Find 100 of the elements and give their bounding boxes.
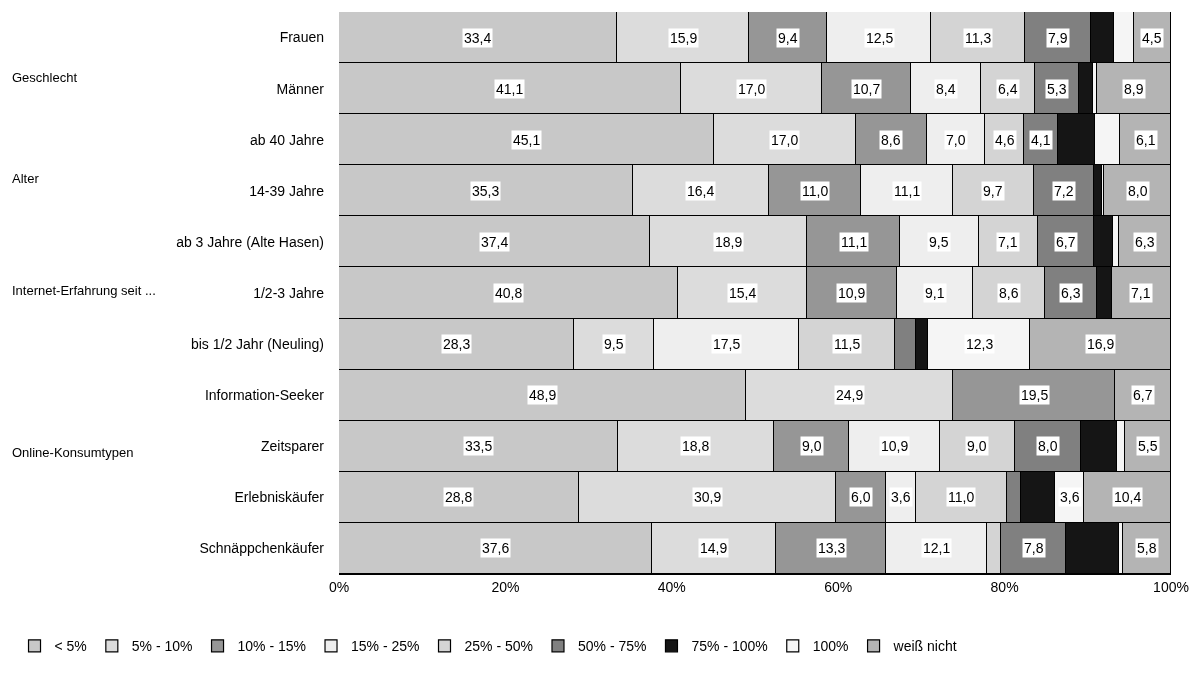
y-tick-label: ab 40 Jahre <box>250 131 325 148</box>
data-label: 12,5 <box>866 30 894 46</box>
data-label: 17,5 <box>713 336 741 352</box>
data-label: 8,9 <box>1124 81 1144 97</box>
data-label: 11,5 <box>834 336 861 352</box>
legend-label: 5% - 10% <box>131 638 193 655</box>
y-tick-label: 1/2-3 Jahre <box>253 284 325 301</box>
text: Alter <box>12 171 40 186</box>
x-tick-label: 20% <box>491 578 520 595</box>
data-label: 40,8 <box>495 285 523 301</box>
data-label: 9,4 <box>778 30 798 46</box>
x-tick-label: 40% <box>657 578 686 595</box>
data-label: 7,9 <box>1048 30 1068 46</box>
data-label: 6,7 <box>1056 234 1076 250</box>
legend-label: 75% - 100% <box>691 638 768 655</box>
data-label: 4,5 <box>1142 30 1162 46</box>
data-label: 41,1 <box>496 81 524 97</box>
data-label: 17,0 <box>771 132 799 148</box>
data-label: 17,0 <box>738 81 766 97</box>
x-tick-label: 80% <box>990 578 1019 595</box>
data-label: 13,3 <box>818 540 846 556</box>
data-label: 10,9 <box>838 285 866 301</box>
data-label: 3,6 <box>891 489 911 505</box>
data-label: 28,8 <box>445 489 473 505</box>
data-label: 9,0 <box>967 438 987 454</box>
data-label: 5,5 <box>1138 438 1158 454</box>
data-label: 4,1 <box>1031 132 1051 148</box>
legend-label: 10% - 15% <box>237 638 307 655</box>
data-label: 16,4 <box>687 183 715 199</box>
data-label: 6,0 <box>851 489 871 505</box>
data-label: 14,9 <box>700 540 728 556</box>
data-label: 19,5 <box>1021 387 1049 403</box>
data-label: 7,1 <box>1131 285 1151 301</box>
y-tick-label: Männer <box>276 80 325 97</box>
data-label: 18,8 <box>682 438 710 454</box>
data-label: 30,9 <box>694 489 722 505</box>
y-tick-label: Frauen <box>279 29 324 46</box>
data-label: 7,1 <box>998 234 1018 250</box>
data-label: 33,5 <box>465 438 493 454</box>
data-label: 6,4 <box>998 81 1018 97</box>
x-tick-label: 60% <box>824 578 853 595</box>
x-tick-label: 0% <box>328 578 350 595</box>
text: Online-Konsumtypen <box>12 445 134 460</box>
data-label: 6,1 <box>1136 132 1156 148</box>
data-label: 9,0 <box>802 438 822 454</box>
legend-label: 15% - 25% <box>351 638 420 655</box>
text: Geschlecht <box>12 70 78 85</box>
data-label: 7,8 <box>1024 540 1044 556</box>
data-label: 15,9 <box>670 30 698 46</box>
data-label: 5,3 <box>1047 81 1067 97</box>
data-label: 15,4 <box>729 285 757 301</box>
data-label: 9,7 <box>983 183 1003 199</box>
data-label: 11,1 <box>894 183 921 199</box>
y-tick-label: Erlebniskäufer <box>234 489 325 506</box>
data-label: 48,9 <box>529 387 557 403</box>
legend-label: < 5% <box>54 638 87 655</box>
y-tick-label: bis 1/2 Jahr (Neuling) <box>190 335 324 352</box>
data-label: 8,0 <box>1128 183 1148 199</box>
legend-label: weiß nicht <box>892 638 957 655</box>
data-label: 11,3 <box>965 30 992 46</box>
data-label: 5,8 <box>1137 540 1157 556</box>
text: Internet-Erfahrung seit ... <box>12 283 156 298</box>
data-label: 10,9 <box>881 438 909 454</box>
data-label: 8,6 <box>999 285 1019 301</box>
data-label: 28,3 <box>443 336 471 352</box>
data-label: 37,4 <box>481 234 509 250</box>
data-label: 3,6 <box>1060 489 1080 505</box>
data-label: 9,5 <box>604 336 624 352</box>
data-label: 7,0 <box>946 132 966 148</box>
legend-label: 25% - 50% <box>464 638 533 655</box>
data-label: 7,2 <box>1054 183 1074 199</box>
data-label: 12,3 <box>966 336 994 352</box>
data-label: 8,0 <box>1038 438 1058 454</box>
x-tick-label: 100% <box>1153 578 1189 595</box>
data-label: 8,6 <box>881 132 901 148</box>
data-label: 9,5 <box>929 234 949 250</box>
data-label: 10,7 <box>853 81 881 97</box>
data-label: 6,7 <box>1133 387 1153 403</box>
data-label: 4,6 <box>995 132 1015 148</box>
y-tick-label: Information-Seeker <box>204 387 325 404</box>
data-label: 10,4 <box>1114 489 1142 505</box>
data-label: 11,1 <box>841 234 868 250</box>
data-label: 11,0 <box>802 183 829 199</box>
data-label: 9,1 <box>925 285 945 301</box>
data-label: 18,9 <box>715 234 743 250</box>
data-label: 6,3 <box>1135 234 1155 250</box>
data-label: 45,1 <box>513 132 541 148</box>
data-label: 8,4 <box>936 81 956 97</box>
data-label: 12,1 <box>923 540 951 556</box>
y-tick-label: Schnäppchenkäufer <box>199 540 325 557</box>
data-label: 11,0 <box>948 489 975 505</box>
y-tick-label: ab 3 Jahre (Alte Hasen) <box>176 233 324 250</box>
data-label: 33,4 <box>464 30 492 46</box>
data-label: 16,9 <box>1087 336 1115 352</box>
y-tick-label: Zeitsparer <box>260 438 325 455</box>
legend-label: 100% <box>812 638 849 655</box>
data-label: 24,9 <box>836 387 864 403</box>
data-label: 6,3 <box>1061 285 1081 301</box>
y-tick-label: 14-39 Jahre <box>249 182 325 199</box>
data-label: 35,3 <box>472 183 500 199</box>
